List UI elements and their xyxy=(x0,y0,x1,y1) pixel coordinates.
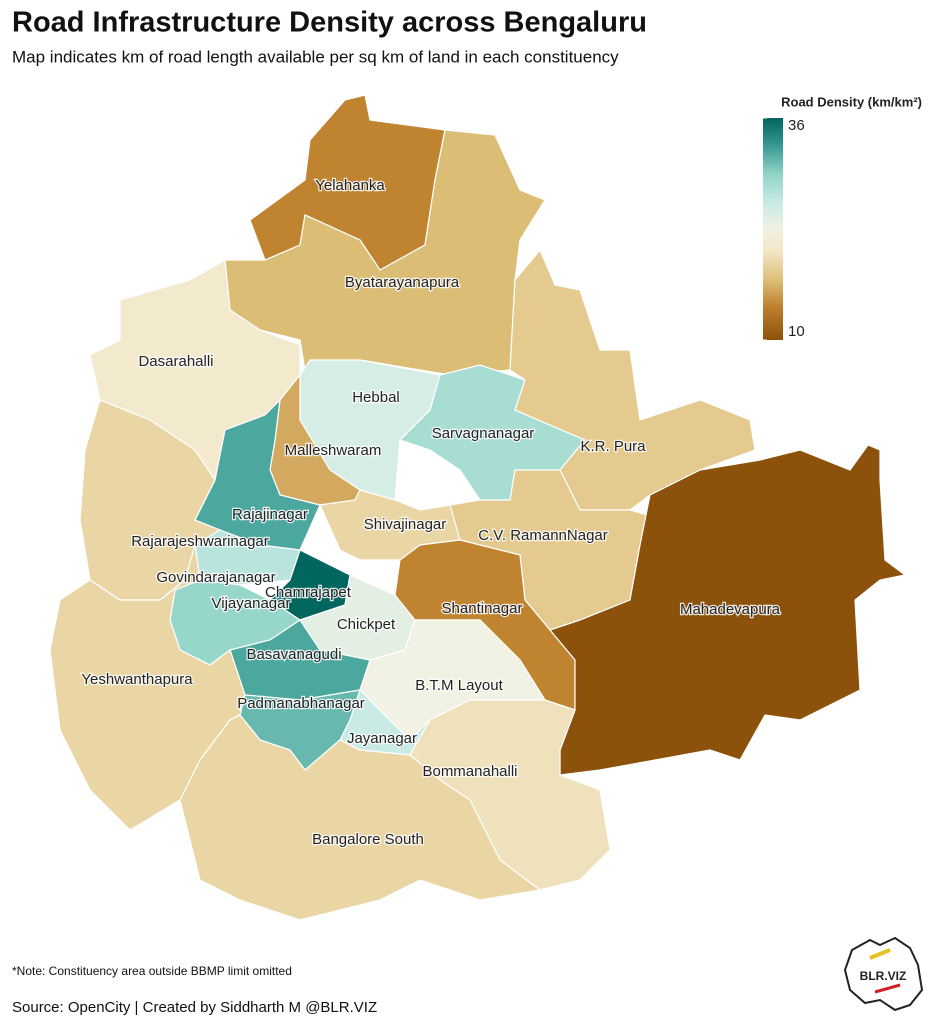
legend-bar xyxy=(763,118,783,340)
region-label: Vijayanagar xyxy=(212,595,291,612)
legend-tick-label: 10 xyxy=(788,323,805,340)
region-label: Padmanabhanagar xyxy=(237,695,365,712)
title: Road Infrastructure Density across Benga… xyxy=(12,7,647,39)
labels: Yelahanka Byatarayanapura Dasarahalli Hebba… xyxy=(80,176,782,850)
region-label: K.R. Pura xyxy=(580,438,646,455)
region-label: Jayanagar xyxy=(347,730,417,747)
region-label: Yeshwanthapura xyxy=(81,671,193,688)
region-label: Mahadevapura xyxy=(680,601,781,618)
legend-title: Road Density (km/km²) xyxy=(781,94,922,109)
region-label: Chamrajapet xyxy=(265,584,352,601)
region xyxy=(179,714,542,921)
region-label: Basavanagudi xyxy=(246,646,341,663)
region-label: Hebbal xyxy=(352,389,400,406)
region xyxy=(49,544,246,831)
region-label: Chickpet xyxy=(337,616,396,633)
logo-stroke xyxy=(869,948,891,960)
region-label: Bommanahalli xyxy=(422,763,517,780)
region-label: Rajarajeshwarinagar xyxy=(131,533,269,550)
logo-text: BLR.VIZ xyxy=(860,969,907,983)
note: *Note: Constituency area outside BBMP li… xyxy=(12,964,292,978)
region-label: Yelahanka xyxy=(315,177,385,194)
legend-tick-label: 36 xyxy=(788,117,805,134)
region xyxy=(548,444,907,776)
subtitle: Map indicates km of road length availabl… xyxy=(12,47,619,66)
region-label: B.T.M Layout xyxy=(415,677,503,694)
regions xyxy=(49,94,907,921)
region-label: Byatarayanapura xyxy=(345,274,460,291)
legend-ticks: 10 36 xyxy=(763,117,805,341)
region-label: Sarvagnanagar xyxy=(432,425,535,442)
logo: BLR.VIZ xyxy=(843,936,924,1012)
region-label: Bangalore South xyxy=(312,831,424,848)
region xyxy=(224,129,546,376)
region-label: Shantinagar xyxy=(442,600,523,617)
region-label: C.V. RamannNagar xyxy=(478,527,608,544)
logo-shape xyxy=(843,936,924,1012)
source: Source: OpenCity | Created by Siddharth … xyxy=(12,999,377,1016)
region-label: Shivajinagar xyxy=(364,516,447,533)
region-label: Malleshwaram xyxy=(285,442,382,459)
region-label: Dasarahalli xyxy=(138,353,213,370)
logo-stroke xyxy=(874,983,901,994)
region xyxy=(509,248,756,511)
region-label: Govindarajanagar xyxy=(156,569,275,586)
region-label: Rajajinagar xyxy=(232,506,308,523)
